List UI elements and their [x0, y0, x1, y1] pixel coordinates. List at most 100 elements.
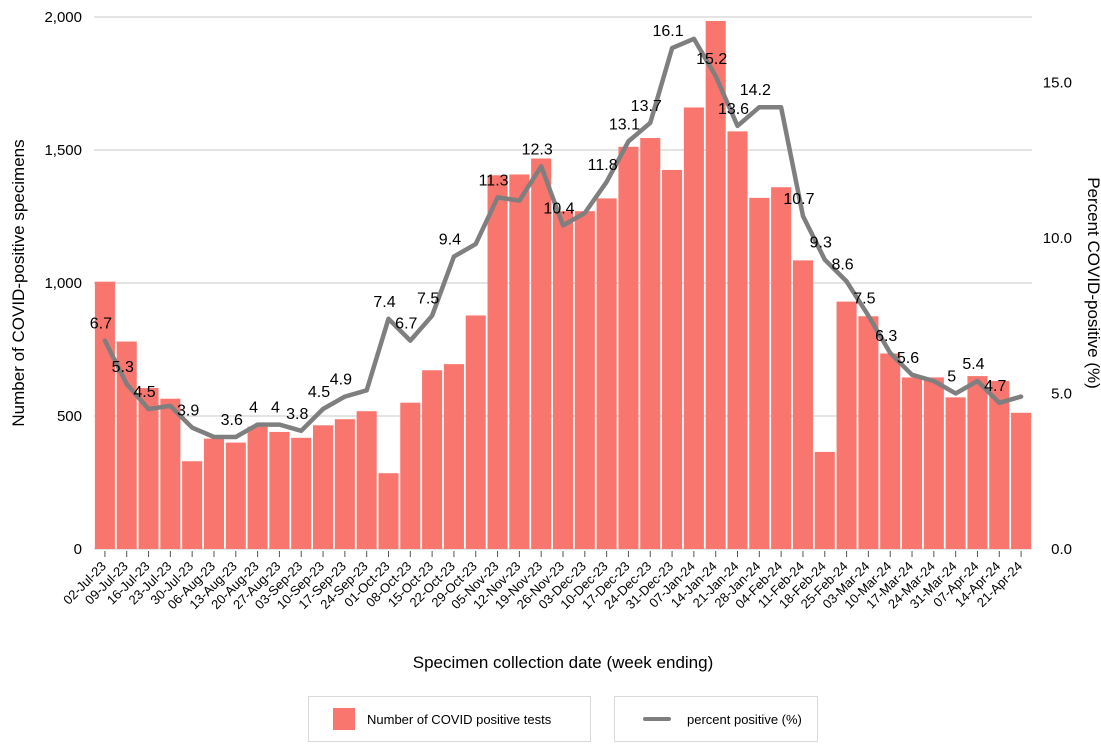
line-data-label: 6.7: [90, 316, 112, 333]
y2-axis-label: Percent COVID-positive (%): [1084, 177, 1101, 389]
line-data-label: 10.4: [543, 200, 574, 217]
line-data-label: 4.5: [133, 384, 155, 401]
line-swatch: [643, 717, 671, 721]
line-data-label: 5.6: [897, 350, 919, 367]
bar: [400, 402, 421, 549]
right-axis-ticks: 0.0 5.0 10.0 15.0: [1043, 74, 1072, 558]
bar: [225, 442, 246, 549]
y2-tick-label: 10.0: [1043, 230, 1072, 247]
line-data-label: 12.3: [522, 141, 553, 158]
bar: [596, 198, 617, 550]
bar: [749, 197, 770, 549]
bar: [814, 451, 835, 549]
bar: [705, 20, 726, 550]
line-data-labels: 6.75.34.53.93.64 4 3.84.54.97.46.77.59.411…: [90, 23, 1007, 429]
y2-tick-label: 15.0: [1043, 74, 1072, 91]
bar: [967, 376, 988, 549]
line-data-label: 5.3: [112, 359, 134, 376]
line-data-label: 9.4: [439, 232, 461, 249]
line-data-label: 16.1: [652, 23, 683, 40]
bar: [531, 158, 552, 549]
legend-line-label: percent positive (%): [687, 711, 802, 727]
line-data-label: 13.6: [718, 101, 749, 118]
legend-bar-label: Number of COVID positive tests: [367, 711, 552, 727]
line-data-label: 8.6: [831, 256, 853, 273]
line-data-label: 3.9: [177, 403, 199, 420]
bar: [792, 260, 813, 549]
bar: [923, 377, 944, 549]
bar: [640, 138, 661, 549]
covid-chart: 6.75.34.53.93.64 4 3.84.54.97.46.77.59.411…: [9, 9, 1101, 672]
bar: [858, 316, 879, 549]
y2-tick-label: 5.0: [1051, 385, 1072, 402]
y-tick-label: 1,000: [44, 275, 82, 292]
bar: [138, 388, 159, 549]
bar: [465, 315, 486, 549]
bar: [509, 174, 530, 550]
line-data-label: 14.2: [740, 82, 771, 99]
bar: [901, 377, 923, 549]
line-data-label: 4.9: [330, 372, 352, 389]
bars: [94, 20, 1032, 550]
bar: [269, 431, 290, 549]
bar: [683, 107, 704, 549]
bar: [291, 437, 312, 549]
line-data-label: 5: [947, 368, 956, 385]
line-data-label: 4: [249, 400, 258, 417]
line-data-label: 3.8: [286, 406, 308, 423]
line-data-label: 4: [271, 400, 280, 417]
line-data-label: 7.4: [373, 294, 395, 311]
bar: [334, 419, 355, 549]
line-data-label: 13.7: [631, 98, 662, 115]
bar: [422, 370, 443, 549]
line-data-label: 6.7: [395, 316, 417, 333]
bar: [662, 169, 683, 549]
percent-line: [102, 36, 1024, 440]
x-axis-ticks: 02-Jul-2309-Jul-2316-Jul-2323-Jul-2330-J…: [60, 551, 1025, 612]
bar: [313, 425, 334, 549]
x-axis-label: Specimen collection date (week ending): [413, 653, 714, 672]
line-data-label: 4.5: [308, 384, 330, 401]
bar: [247, 426, 268, 549]
y-tick-label: 1,500: [44, 142, 82, 159]
line-data-label: 13.1: [609, 116, 640, 133]
line-data-label: 5.4: [962, 356, 984, 373]
line-data-label: 3.6: [221, 412, 243, 429]
line-data-label: 10.7: [783, 191, 814, 208]
bar: [356, 411, 377, 549]
left-axis-ticks: 0 500 1,000 1,500 2,000: [44, 9, 82, 558]
line-data-label: 4.7: [984, 378, 1006, 395]
bar: [203, 438, 225, 549]
bar: [443, 364, 464, 549]
y-axis-label: Number of COVID-positive specimens: [9, 139, 28, 426]
bar: [880, 353, 901, 549]
y-tick-label: 2,000: [44, 9, 82, 26]
bar: [1011, 412, 1032, 549]
line-data-label: 6.3: [875, 328, 897, 345]
line-data-label: 9.3: [810, 235, 832, 252]
bar: [618, 146, 639, 550]
bar: [989, 380, 1010, 549]
bar: [160, 398, 181, 549]
line-data-label: 7.5: [853, 291, 875, 308]
bar: [945, 397, 966, 549]
y2-tick-label: 0.0: [1051, 541, 1072, 558]
bar: [574, 211, 595, 549]
line-data-label: 11.3: [479, 172, 509, 189]
legend-line-item: percent positive (%): [614, 696, 818, 742]
bar: [771, 187, 792, 550]
bar: [487, 175, 508, 549]
bar: [552, 211, 574, 549]
bar: [836, 301, 857, 549]
y-tick-label: 500: [57, 408, 82, 425]
line-data-label: 15.2: [696, 51, 727, 68]
line-data-label: 11.8: [588, 157, 618, 174]
line-data-label: 7.5: [417, 291, 439, 308]
bar: [727, 131, 748, 549]
bar: [116, 341, 137, 549]
percent-line-path: [102, 36, 1024, 440]
bar: [378, 473, 399, 549]
bar: [182, 461, 203, 549]
y-tick-label: 0: [74, 541, 82, 558]
legend-bar-item: Number of COVID positive tests: [308, 696, 591, 742]
